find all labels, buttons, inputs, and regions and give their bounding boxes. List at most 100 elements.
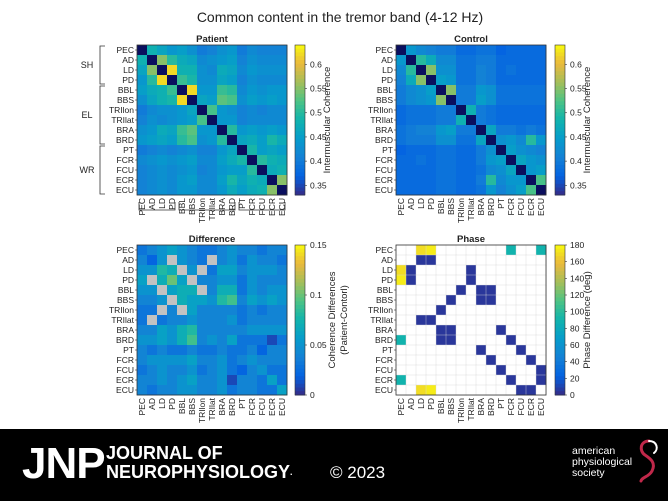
heatmap-cell [536,145,547,156]
heatmap-cell [425,384,437,396]
heatmap-cell [177,325,188,336]
heatmap-cell [405,254,417,266]
colorbar-tick-label: 0.6 [310,59,322,69]
heatmap-cell [446,165,457,176]
heatmap-cell [475,314,487,326]
heatmap-cell [157,45,168,56]
heatmap-cell [455,244,467,256]
x-tick-label: ECR [526,398,536,416]
heatmap-cell [177,125,188,136]
heatmap-cell [207,135,218,146]
heatmap-cell [526,75,537,86]
heatmap-cell [415,374,427,386]
heatmap-cell [516,65,527,76]
heatmap-cell [506,45,517,56]
colorbar-segment [295,56,305,61]
heatmap-cell [406,125,417,136]
heatmap-cell [495,364,507,376]
heatmap-cell [217,145,228,156]
heatmap-cell [445,244,457,256]
colorbar-segment [555,150,565,155]
heatmap-cell [247,125,258,136]
colorbar-segment [555,260,565,265]
heatmap-cell [445,304,457,316]
heatmap-cell [147,325,158,336]
heatmap-cell [395,244,407,256]
colorbar-segment [295,165,305,170]
heatmap-cell [415,294,427,306]
heatmap-cell [237,145,248,156]
heatmap-cell [536,155,547,166]
x-tick-label: ECU [277,198,287,216]
heatmap-cell [207,315,218,326]
colorbar-label: Intermuscular Coherence [322,67,333,174]
colorbar-segment [295,245,305,250]
heatmap-cell [396,55,407,66]
heatmap-cell [416,105,427,116]
heatmap-cell [535,314,547,326]
heatmap-cell [405,314,417,326]
x-tick-label: LD [157,398,167,409]
heatmap-cell [506,185,517,196]
heatmap-cell [396,135,407,146]
heatmap-cell [526,125,537,136]
colorbar-segment [555,180,565,185]
colorbar-segment [555,142,565,147]
heatmap-cell [247,105,258,116]
colorbar-segment [555,52,565,57]
heatmap-cell [217,165,228,176]
heatmap-cell [237,105,248,116]
heatmap-cell [436,135,447,146]
heatmap-cell [465,364,477,376]
group-bracket [99,45,105,85]
heatmap-cell [187,335,198,346]
heatmap-cell [535,364,547,376]
heatmap-cell [257,175,268,186]
colorbar-segment [295,335,305,340]
heatmap-cell [495,374,507,386]
heatmap-cell [217,45,228,56]
heatmap-cell [425,354,437,366]
heatmap-cell [426,185,437,196]
x-tick-label: PEC [137,398,147,415]
colorbar-segment [555,63,565,68]
heatmap-cell [405,324,417,336]
heatmap-cell [177,95,188,106]
heatmap-cell [247,295,258,306]
heatmap-cell [496,135,507,146]
heatmap-cell [157,355,168,366]
heatmap-cell [435,254,447,266]
y-tick-label: PEC [117,245,134,255]
heatmap-cell [157,375,168,386]
heatmap-cell [426,155,437,166]
heatmap-cell [267,255,278,266]
heatmap-cell [167,135,178,146]
x-tick-label: TRIlat [207,197,217,220]
heatmap-cell [227,95,238,106]
heatmap-cell [425,334,437,346]
heatmap-cell [416,95,427,106]
heatmap-cell [466,75,477,86]
heatmap-cell [177,45,188,56]
heatmap-cell [496,155,507,166]
heatmap-cell [277,55,288,66]
heatmap-cell [495,294,507,306]
colorbar-segment [295,368,305,373]
heatmap-cell [535,384,547,396]
heatmap-cell [187,375,198,386]
heatmap-cell [515,254,527,266]
heatmap-cell [137,275,148,286]
heatmap-cell [475,354,487,366]
colorbar-segment [295,60,305,65]
heatmap-cell [396,115,407,126]
heatmap-cell [495,264,507,276]
y-tick-label: ECU [116,385,134,395]
colorbar-segment [295,127,305,132]
heatmap-cell [237,315,248,326]
heatmap-cell [207,185,218,196]
heatmap-cell [177,85,188,96]
heatmap-cell [466,65,477,76]
colorbar-segment [295,297,305,302]
y-tick-label: BBL [118,85,134,95]
colorbar-segment [295,312,305,317]
